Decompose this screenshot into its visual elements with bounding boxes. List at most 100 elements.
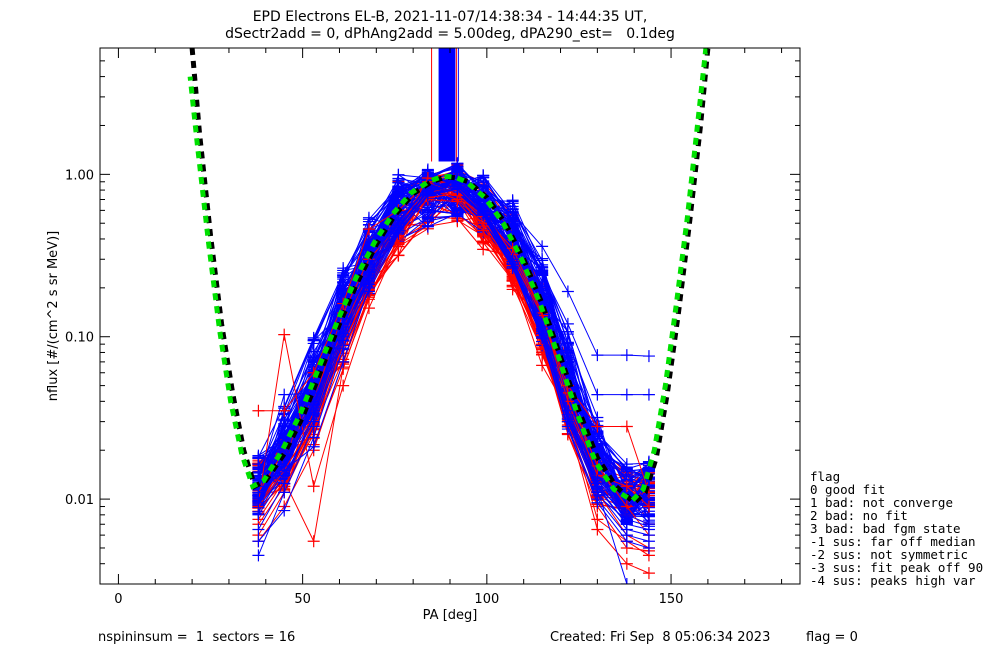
blue-spectra-trace-marker — [451, 183, 464, 196]
x-axis-label: PA [deg] — [423, 608, 478, 623]
blue-spectra-trace-marker — [337, 342, 350, 355]
legend-item: 2 bad: no fit — [810, 508, 908, 523]
blue-spectra-trace-marker — [278, 477, 291, 490]
red-spectra-trace-marker — [642, 500, 655, 513]
red-spectra-trace-marker — [591, 513, 604, 526]
red-spectra-trace-marker — [278, 404, 291, 417]
blue-spectra-trace-marker — [561, 285, 574, 298]
blue-spectra-trace-marker — [278, 464, 291, 477]
blue-spectra-bundle-marker — [278, 417, 291, 430]
chart-title-line1: EPD Electrons EL-B, 2021-11-07/14:38:34 … — [253, 9, 648, 25]
blue-spectra-trace-marker — [642, 520, 655, 533]
y-axis-label: nflux [#/(cm^2 s sr MeV)] — [46, 231, 61, 401]
blue-spectra-bundle-marker — [337, 279, 350, 292]
blue-spectra-trace-marker — [620, 388, 633, 401]
blue-spectra-bundle-marker — [392, 168, 405, 181]
blue-spectra-trace-marker — [642, 388, 655, 401]
blue-spectra-trace-marker — [620, 578, 633, 584]
blue-spectra-bundle-marker — [392, 183, 405, 196]
red-spectra-trace-marker — [252, 404, 265, 417]
legend-title: flag — [810, 469, 840, 484]
blue-spectra-trace-marker — [506, 217, 519, 230]
y-tick-label: 1.00 — [65, 168, 94, 183]
legend-item: -2 sus: not symmetric — [810, 547, 968, 562]
red-spectra-trace-marker — [477, 220, 490, 233]
red-spectra-trace-marker — [278, 328, 291, 341]
blue-spectra-trace-marker — [620, 349, 633, 362]
red-spectra-trace-marker — [620, 557, 633, 570]
red-spectra-trace-marker — [591, 523, 604, 536]
blue-spectra-trace-marker — [591, 388, 604, 401]
red-spectra-trace-marker — [620, 480, 633, 493]
blue-spectra-trace-marker — [561, 423, 574, 436]
blue-spectra-bundle-marker — [307, 331, 320, 344]
legend: flag 0 good fit 1 bad: not converge 2 ba… — [810, 469, 983, 588]
blue-spectra-trace-marker — [252, 535, 265, 548]
red-spectra-bundle-marker — [392, 249, 405, 262]
red-spectra-trace-marker — [620, 420, 633, 433]
legend-item: 1 bad: not converge — [810, 495, 953, 510]
x-tick-label: 0 — [114, 592, 122, 607]
chart-title-line2: dSectr2add = 0, dPhAng2add = 5.00deg, dP… — [225, 26, 675, 42]
blue-spectra-trace-marker — [591, 483, 604, 496]
blue-spectra-bundle-marker — [252, 451, 265, 464]
blue-spectra-trace-marker — [506, 262, 519, 275]
fit-green — [187, 48, 709, 504]
footer-created: Created: Fri Sep 8 05:06:34 2023 — [550, 630, 770, 645]
blue-spectra-trace-marker — [252, 549, 265, 562]
legend-item: -3 sus: fit peak off 90 — [810, 560, 983, 575]
blue-spectra-trace-marker — [642, 350, 655, 363]
blue-spectra-trace-marker — [536, 332, 549, 345]
blue-spectra-bundle-marker — [561, 359, 574, 372]
blue-spectra-trace-marker — [392, 227, 405, 240]
blue-spectra-bundle-marker — [506, 194, 519, 207]
blue-spectra-trace-marker — [421, 189, 434, 202]
blue-spectra-bundle-marker — [620, 461, 633, 474]
blue-spectra-trace-marker — [362, 285, 375, 298]
x-tick-label: 50 — [294, 592, 311, 607]
x-tick-label: 150 — [659, 592, 684, 607]
red-spectra-trace-marker — [307, 480, 320, 493]
blue-spectra-trace-marker — [561, 317, 574, 330]
blue-spectra-trace-marker — [536, 266, 549, 279]
y-axis: 0.01 0.10 1.00 — [65, 47, 800, 585]
blue-spectra-trace-marker — [252, 486, 265, 499]
legend-item: -1 sus: far off median — [810, 534, 976, 549]
x-axis: 0 50 100 150 — [114, 48, 783, 607]
red-spectra-trace-marker — [642, 567, 655, 580]
blue-spectra-trace-marker — [477, 209, 490, 222]
red-spectra-trace-marker — [362, 223, 375, 236]
blue-spectra-bundle-marker — [451, 209, 464, 222]
blue-spectra-trace-marker — [591, 496, 604, 509]
blue-spectra-trace-marker — [307, 431, 320, 444]
data-traces — [252, 157, 655, 603]
fit-curves — [187, 48, 711, 507]
blue-spectra-bundle-marker — [337, 266, 350, 279]
blue-spectra-trace-marker — [620, 513, 633, 526]
red-spectra-trace-marker — [307, 535, 320, 548]
red-spectra-trace-marker — [337, 379, 350, 392]
red-spectra-trace — [258, 181, 650, 507]
y-tick-label: 0.10 — [65, 331, 94, 346]
red-spectra-trace-marker — [591, 420, 604, 433]
blue-spectra-trace-marker — [278, 504, 291, 517]
blue-spectra-trace-marker — [307, 398, 320, 411]
blue-spectra-trace-marker — [252, 496, 265, 509]
blue-spectra-trace-marker — [620, 535, 633, 548]
blue-spectra-trace-marker — [642, 541, 655, 554]
blue-spectra-trace-marker — [591, 349, 604, 362]
footer-flag: flag = 0 — [806, 630, 858, 645]
pa90-band — [431, 48, 459, 162]
blue-spectra-trace-marker — [278, 388, 291, 401]
blue-spectra-trace-marker — [643, 591, 655, 603]
legend-item: -4 sus: peaks high var — [810, 573, 976, 588]
red-spectra-bundle-marker — [536, 359, 549, 372]
legend-item: 3 bad: bad fgm state — [810, 521, 961, 536]
blue-spectra-trace-marker — [392, 215, 405, 228]
x-tick-label: 100 — [474, 592, 499, 607]
footer-left: nspininsum = 1 sectors = 16 — [98, 630, 295, 645]
legend-item: 0 good fit — [810, 482, 885, 497]
band-fill-blue — [438, 48, 456, 162]
blue-spectra-trace-marker — [252, 523, 265, 536]
blue-spectra-bundle-marker — [421, 211, 434, 224]
